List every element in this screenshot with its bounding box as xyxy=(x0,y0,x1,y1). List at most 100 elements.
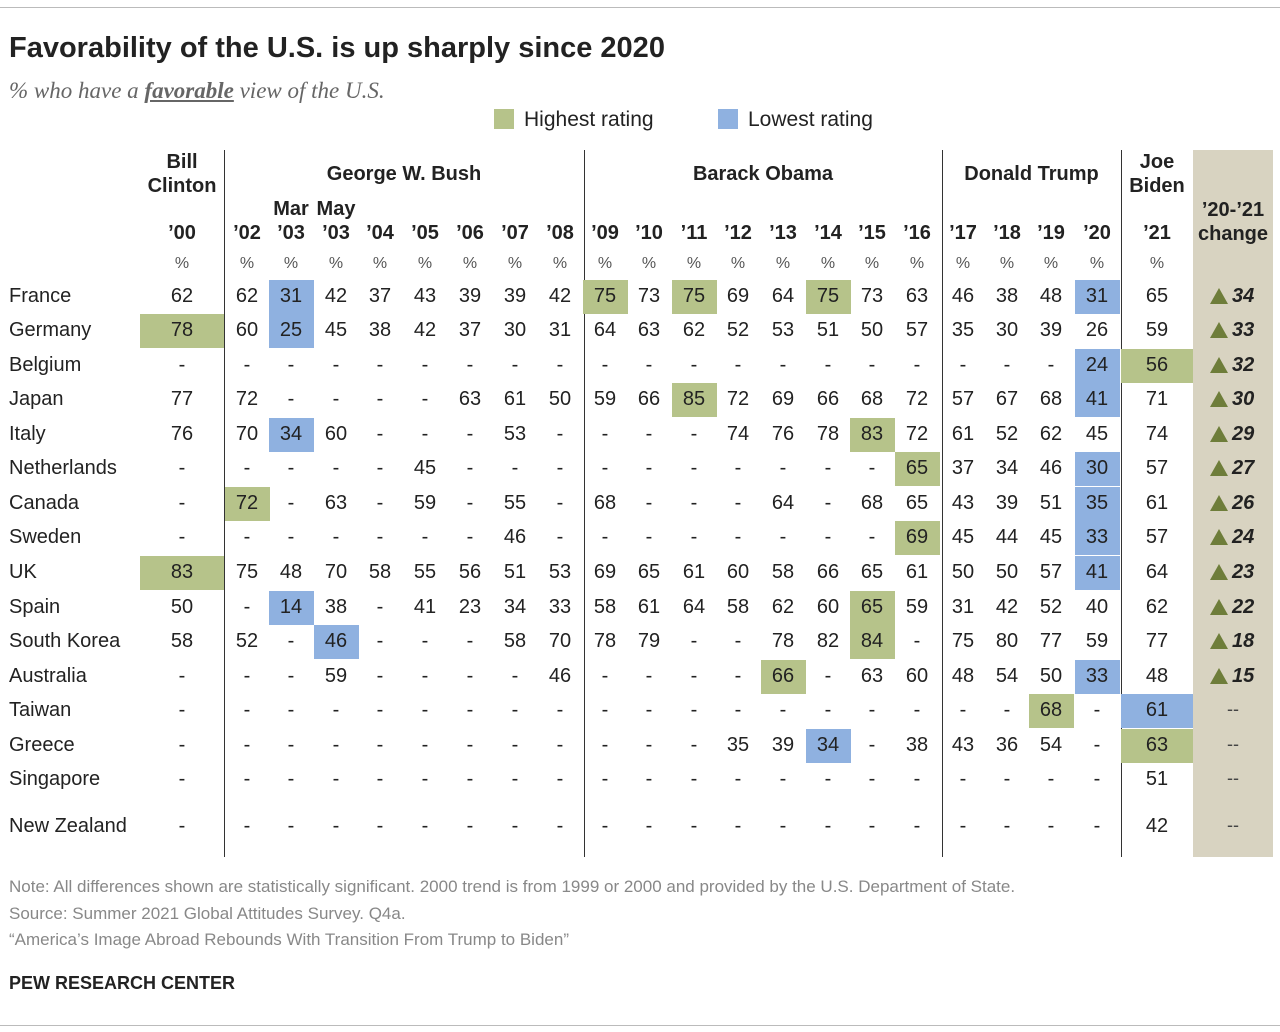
table-cell: 85 xyxy=(682,388,706,410)
table-cell: 39 xyxy=(1039,319,1063,341)
table-cell: - xyxy=(779,526,787,548)
column-year: ’21 xyxy=(1143,222,1171,244)
table-cell: - xyxy=(243,354,251,376)
table-cell: 35 xyxy=(1085,492,1109,514)
table-cell: 67 xyxy=(995,388,1019,410)
column-year: ’16 xyxy=(903,222,931,244)
table-cell: 76 xyxy=(170,423,194,445)
table-cell: - xyxy=(376,630,384,652)
table-cell: 72 xyxy=(235,388,259,410)
table-cell: 69 xyxy=(726,285,750,307)
table-cell: - xyxy=(287,815,295,837)
table-cell: - xyxy=(332,768,340,790)
table-cell: 66 xyxy=(637,388,661,410)
divider xyxy=(584,150,585,857)
table-cell: - xyxy=(511,665,519,687)
table-cell: - xyxy=(690,815,698,837)
president-name: Joe Biden xyxy=(1129,151,1185,197)
table-cell: - xyxy=(690,699,698,721)
table-cell: 65 xyxy=(637,561,661,583)
table-cell: 65 xyxy=(905,457,929,479)
table-cell: 53 xyxy=(548,561,572,583)
highlight-cell xyxy=(1074,521,1120,555)
table-cell: 30 xyxy=(995,319,1019,341)
table-cell: - xyxy=(178,526,186,548)
country-label: South Korea xyxy=(9,630,121,652)
country-label: UK xyxy=(9,561,37,583)
table-cell: 45 xyxy=(1039,526,1063,548)
table-cell: 50 xyxy=(1039,665,1063,687)
table-cell: 76 xyxy=(771,423,795,445)
table-cell: - xyxy=(466,423,474,445)
table-cell: - xyxy=(178,665,186,687)
table-cell: - xyxy=(287,526,295,548)
change-value: -- xyxy=(1227,815,1239,835)
table-cell: - xyxy=(690,526,698,548)
change-value: 22 xyxy=(1232,596,1255,618)
table-cell: 37 xyxy=(951,457,975,479)
up-triangle xyxy=(1210,391,1228,407)
table-cell: - xyxy=(376,596,384,618)
president-name: George W. Bush xyxy=(326,163,482,185)
table-cell: 60 xyxy=(726,561,750,583)
table-cell: - xyxy=(913,630,921,652)
table-cell: 75 xyxy=(235,561,259,583)
highlight-cell xyxy=(268,280,314,314)
table-cell: - xyxy=(959,354,967,376)
table-cell: - xyxy=(376,699,384,721)
table-cell: 44 xyxy=(995,526,1019,548)
highlight-cell xyxy=(760,660,806,694)
column-year: ’20 xyxy=(1083,222,1111,244)
highlight-cell xyxy=(140,556,224,590)
table-cell: 83 xyxy=(170,561,194,583)
highlight-cell xyxy=(1074,556,1120,590)
unit-label: % xyxy=(462,255,478,272)
change-value: -- xyxy=(1227,699,1239,719)
table-cell: 50 xyxy=(860,319,884,341)
highlight-cell xyxy=(268,418,314,452)
highlight-cell xyxy=(268,591,314,625)
table-cell: - xyxy=(556,526,564,548)
table-cell: - xyxy=(556,457,564,479)
president-name: Donald Trump xyxy=(964,163,1099,185)
table-cell: 42 xyxy=(324,285,348,307)
table-cell: 75 xyxy=(682,285,706,307)
subtitle: % who have a favorable view of the U.S. xyxy=(9,78,385,104)
highlight-cell xyxy=(268,314,314,348)
table-cell: - xyxy=(511,734,519,756)
highlight-cell xyxy=(671,383,717,417)
table-cell: 39 xyxy=(771,734,795,756)
highlight-cell xyxy=(140,314,224,348)
table-cell: 41 xyxy=(413,596,437,618)
table-cell: 63 xyxy=(860,665,884,687)
table-cell: - xyxy=(287,630,295,652)
table-cell: 64 xyxy=(1145,561,1169,583)
table-cell: 23 xyxy=(458,596,482,618)
table-cell: - xyxy=(287,388,295,410)
footer: PEW RESEARCH CENTER xyxy=(9,973,236,993)
table-cell: - xyxy=(332,734,340,756)
country-label: Greece xyxy=(9,734,75,756)
table-cell: 60 xyxy=(905,665,929,687)
table-cell: 25 xyxy=(279,319,303,341)
table-cell: - xyxy=(913,815,921,837)
table-cell: 43 xyxy=(951,492,975,514)
table-cell: 77 xyxy=(1145,630,1169,652)
table-cell: 31 xyxy=(548,319,572,341)
table-cell: 48 xyxy=(1039,285,1063,307)
table-cell: - xyxy=(734,630,742,652)
table-cell: 68 xyxy=(593,492,617,514)
table-cell: 45 xyxy=(951,526,975,548)
table-cell: 58 xyxy=(368,561,392,583)
table-cell: - xyxy=(779,768,787,790)
table-cell: - xyxy=(734,457,742,479)
table-cell: - xyxy=(511,815,519,837)
table-cell: 61 xyxy=(637,596,661,618)
unit-label: % xyxy=(1043,255,1059,272)
table-cell: 68 xyxy=(860,492,884,514)
table-cell: - xyxy=(1003,768,1011,790)
change-value: 33 xyxy=(1232,319,1255,341)
table-cell: 26 xyxy=(1085,319,1109,341)
table-cell: - xyxy=(1003,354,1011,376)
table-cell: - xyxy=(332,388,340,410)
